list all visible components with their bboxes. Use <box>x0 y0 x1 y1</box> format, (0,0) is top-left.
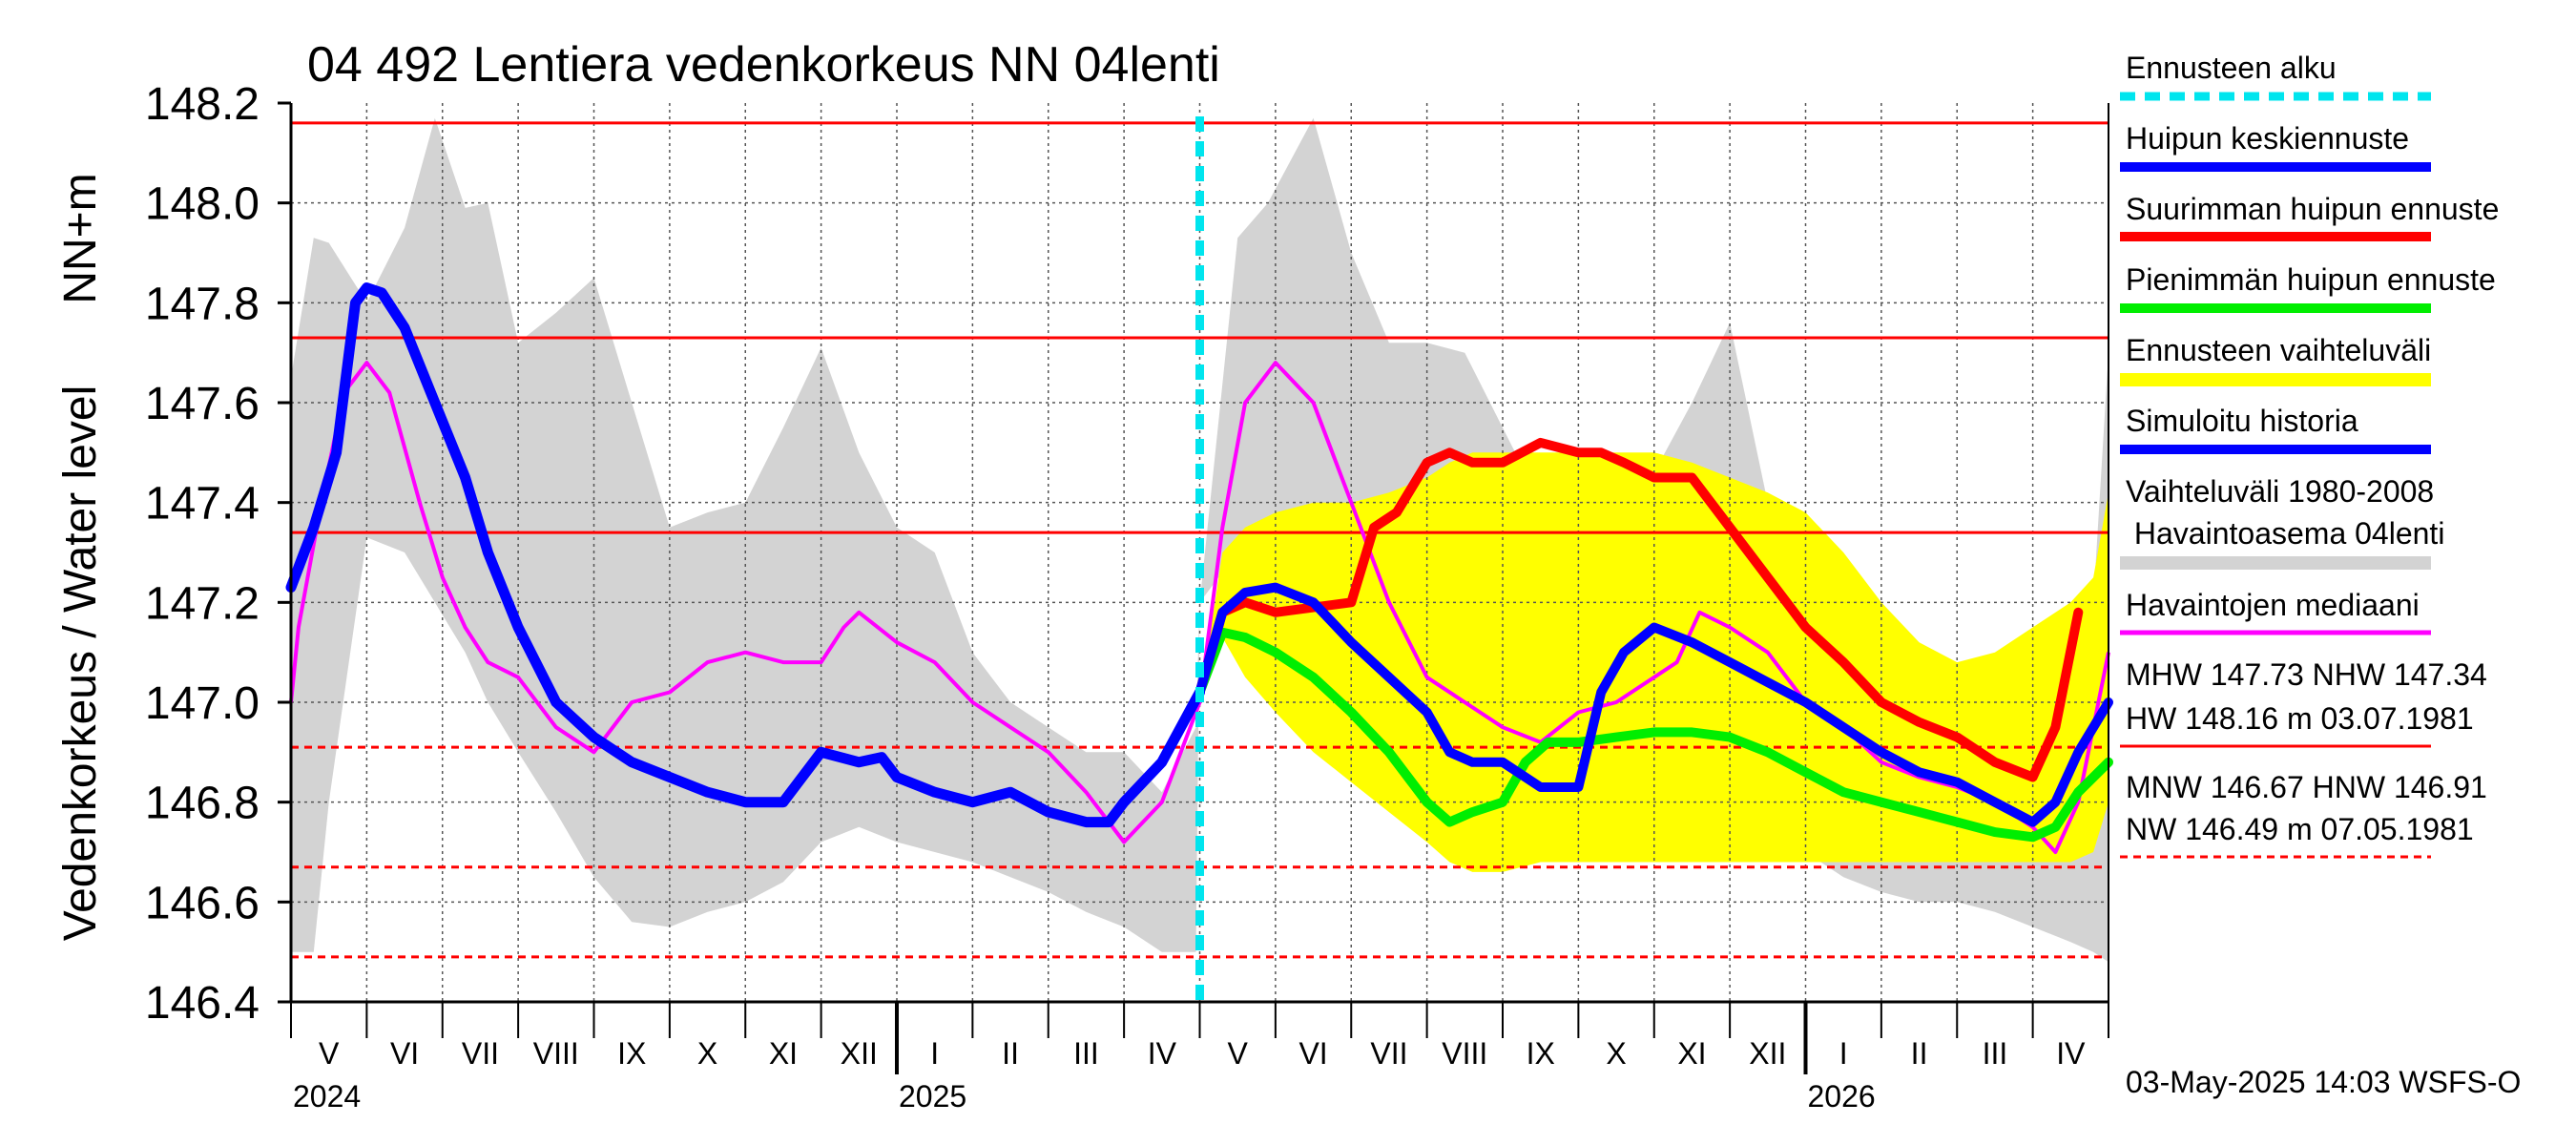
median-line <box>289 361 2110 854</box>
x-month-label: IX <box>1527 1036 1555 1071</box>
y-axis-unit: NN+m <box>55 173 106 303</box>
mean-forecast-line <box>1195 582 2113 827</box>
y-tick-label: 147.8 <box>145 279 260 329</box>
legend-hist-range-label-2: Havaintoasema 04lenti <box>2126 516 2444 551</box>
legend-min-forecast-label: Pienimmän huipun ennuste <box>2126 262 2496 297</box>
legend: Ennusteen alku Huipun keskiennuste Suuri… <box>2120 51 2499 859</box>
x-month-label: XII <box>841 1036 878 1071</box>
legend-forecast-range-label: Ennusteen vaihteluväli <box>2126 333 2431 367</box>
legend-sim-history-label: Simuloitu historia <box>2126 404 2358 438</box>
legend-max-forecast-label: Suurimman huipun ennuste <box>2126 192 2499 226</box>
x-month-label: V <box>319 1036 340 1071</box>
y-tick-label: 146.4 <box>145 978 260 1029</box>
y-tick-label: 146.6 <box>145 878 260 928</box>
x-month-label: III <box>1983 1036 2008 1071</box>
chart-title: 04 492 Lentiera vedenkorkeus NN 04lenti <box>307 37 1220 93</box>
x-year-label: 2025 <box>899 1079 966 1114</box>
y-tick-label: 147.6 <box>145 379 260 429</box>
x-year-label: 2024 <box>293 1079 361 1114</box>
x-month-label: X <box>697 1036 717 1071</box>
x-month-label: VI <box>390 1036 419 1071</box>
x-year-label: 2026 <box>1808 1079 1876 1114</box>
legend-stats-1: MHW 147.73 NHW 147.34 <box>2126 657 2487 692</box>
legend-stats-4: NW 146.49 m 07.05.1981 <box>2126 812 2474 846</box>
x-month-label: IX <box>617 1036 646 1071</box>
min-forecast-line <box>1195 627 2113 843</box>
legend-mean-forecast-label: Huipun keskiennuste <box>2126 121 2409 156</box>
max-forecast-line <box>1195 437 2084 782</box>
x-month-label: III <box>1073 1036 1099 1071</box>
x-axis: V VI VII VIII IX X XI XII I II III IV V VI VII VIII IX X X… <box>290 1002 2109 1114</box>
x-month-label: V <box>1228 1036 1249 1071</box>
y-tick-label: 147.4 <box>145 479 260 530</box>
x-month-label: XI <box>769 1036 798 1071</box>
x-month-label: VII <box>462 1036 499 1071</box>
x-month-label: IV <box>2056 1036 2086 1071</box>
x-month-label: I <box>930 1036 939 1071</box>
y-tick-label: 147.2 <box>145 578 260 629</box>
x-month-label: VIII <box>533 1036 579 1071</box>
plot-lines <box>285 116 2113 1002</box>
y-tick-label: 147.0 <box>145 678 260 729</box>
y-tick-label: 148.2 <box>145 79 260 130</box>
y-axis-label: Vedenkorkeus / Water level <box>55 385 106 942</box>
legend-stats-2: HW 148.16 m 03.07.1981 <box>2126 701 2474 736</box>
x-month-label: XII <box>1749 1036 1786 1071</box>
footer-timestamp: 03-May-2025 14:03 WSFS-O <box>2126 1065 2521 1099</box>
legend-stats-3: MNW 146.67 HNW 146.91 <box>2126 770 2487 804</box>
y-tick-label: 146.8 <box>145 779 260 829</box>
x-month-label: X <box>1606 1036 1626 1071</box>
x-month-label: IV <box>1148 1036 1177 1071</box>
legend-median-label: Havaintojen mediaani <box>2126 588 2420 622</box>
x-month-label: II <box>1002 1036 1019 1071</box>
simulated-history-line <box>285 282 1205 828</box>
x-month-label: II <box>1911 1036 1928 1071</box>
x-month-label: XI <box>1677 1036 1706 1071</box>
x-month-label: VII <box>1370 1036 1407 1071</box>
y-tick-labels: 146.4 146.6 146.8 147.0 147.2 147.4 147.6 147.8… <box>145 79 291 1029</box>
legend-forecast-start-label: Ennusteen alku <box>2126 51 2337 85</box>
x-month-label: VIII <box>1442 1036 1487 1071</box>
y-tick-label: 148.0 <box>145 179 260 230</box>
x-month-label: VI <box>1298 1036 1327 1071</box>
x-month-label: I <box>1839 1036 1848 1071</box>
legend-hist-range-label-1: Vaihteluväli 1980-2008 <box>2126 474 2434 509</box>
